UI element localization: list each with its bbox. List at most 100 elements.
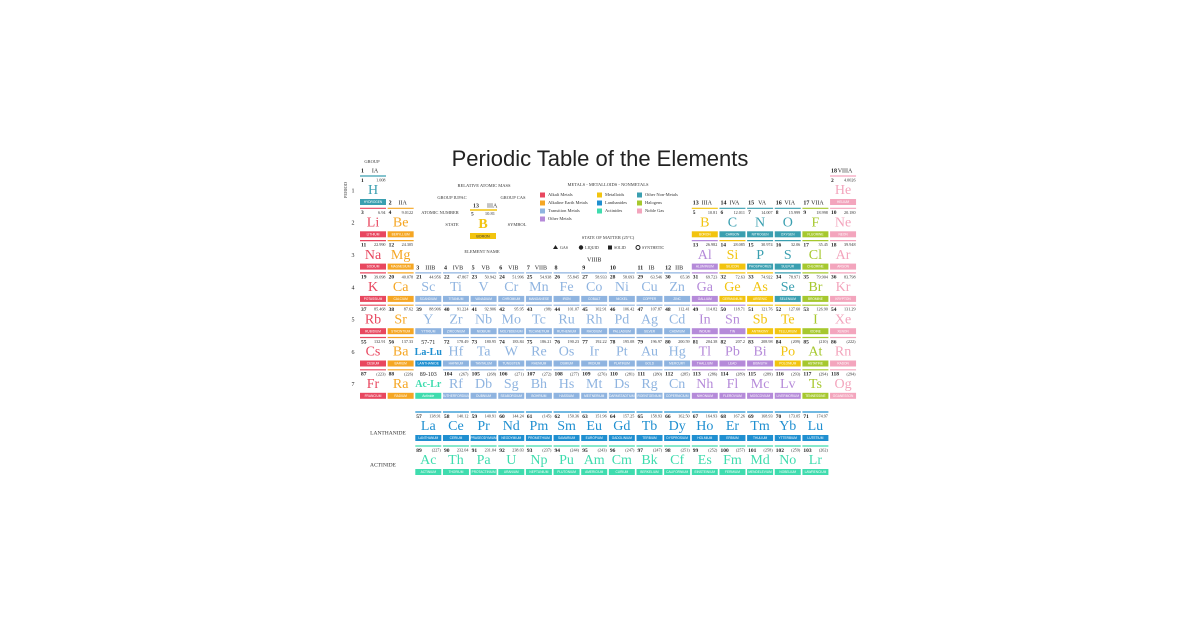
- symbol: Er: [726, 419, 740, 434]
- name-bar: [470, 469, 497, 475]
- element-name: POLONIUM: [779, 362, 796, 366]
- element-name: FERMIUM: [725, 470, 740, 474]
- symbol: Tc: [532, 312, 546, 327]
- element-name: MERCURY: [669, 362, 686, 366]
- name-bar: [498, 469, 525, 475]
- symbol: Sb: [753, 312, 768, 327]
- name-bar: [802, 263, 829, 270]
- symbol: Lv: [780, 377, 796, 392]
- atomic-mass: 78.971: [789, 274, 801, 279]
- period-number: 2: [352, 221, 355, 227]
- element-name: HAFNIUM: [449, 362, 464, 366]
- placeholder-range: 89-103: [420, 372, 437, 378]
- element-name: EINSTEINIUM: [695, 470, 716, 474]
- atomic-mass: 30.974: [761, 242, 773, 247]
- synthetic-icon: [635, 245, 641, 250]
- symbol: Ar: [836, 248, 851, 263]
- symbol: Ge: [724, 280, 740, 295]
- element-name: PALLADIUM: [613, 329, 631, 333]
- element-name: PLATINUM: [614, 362, 630, 366]
- name-bar: [691, 435, 718, 441]
- legend-label: Actinides: [605, 208, 622, 213]
- element-name: NEPTUNIUM: [529, 470, 548, 474]
- element-name: RHENIUM: [531, 362, 546, 366]
- symbol: Pb: [725, 345, 740, 360]
- element-name: ASTATINE: [808, 362, 823, 366]
- symbol: Mn: [529, 280, 548, 295]
- atomic-mass: (243): [598, 447, 608, 452]
- period-number: 1: [352, 188, 355, 194]
- element-name: THORIUM: [449, 470, 464, 474]
- symbol: Yb: [779, 419, 796, 434]
- name-bar: [664, 392, 691, 399]
- group-number: 15: [748, 201, 754, 207]
- atomic-number: 37: [361, 307, 367, 313]
- atomic-mass: 107.87: [650, 307, 662, 312]
- symbol: Y: [423, 312, 433, 327]
- name-bar: [581, 469, 608, 475]
- symbol: Ta: [477, 345, 492, 360]
- name-bar: [636, 360, 663, 367]
- group-cas: VIA: [784, 201, 795, 207]
- atomic-mass: 180.95: [485, 339, 497, 344]
- element-name: ZINC: [673, 297, 681, 301]
- symbol: Og: [834, 377, 851, 392]
- element-name: COPERNICIUM: [666, 394, 689, 398]
- atomic-mass: 51.996: [512, 274, 524, 279]
- symbol: V: [479, 280, 489, 295]
- name-bar: [387, 392, 414, 399]
- atomic-mass: (294): [819, 371, 829, 376]
- name-bar: [415, 295, 442, 302]
- element-name: SILICON: [726, 265, 739, 269]
- symbol: Bi: [753, 345, 766, 360]
- atomic-number: 45: [582, 307, 588, 313]
- element-name: MENDELEVIUM: [748, 470, 772, 474]
- name-bar: [553, 469, 580, 475]
- group-number: 5: [472, 265, 475, 271]
- atomic-number: 56: [389, 339, 395, 345]
- group-number: 8: [555, 265, 558, 271]
- atomic-mass: (222): [846, 339, 856, 344]
- symbol: Li: [367, 216, 380, 231]
- name-bar: [415, 392, 442, 399]
- symbol: Ra: [393, 377, 409, 392]
- key-name-bar: [470, 233, 496, 239]
- element-name: DARMSTADTIUM: [609, 394, 635, 398]
- group-number: 18: [831, 168, 837, 174]
- atomic-mass: 173.05: [789, 413, 801, 418]
- element-name: OXYGEN: [781, 232, 795, 236]
- symbol: Sm: [557, 419, 576, 434]
- atomic-mass: 192.22: [595, 339, 607, 344]
- element-name: ACTINIUM: [421, 470, 437, 474]
- atomic-mass: 138.91: [429, 413, 441, 418]
- key-label: GROUP IUPAC: [437, 195, 466, 200]
- atomic-number: 114: [720, 372, 728, 378]
- atomic-mass: 39.098: [374, 274, 386, 279]
- atomic-number: 68: [720, 414, 726, 420]
- name-bar: [581, 435, 608, 441]
- name-bar: [387, 263, 414, 270]
- atomic-number: 93: [527, 448, 533, 454]
- name-bar: [525, 295, 552, 302]
- name-bar: [774, 328, 801, 335]
- symbol: Ga: [697, 280, 714, 295]
- atomic-mass: (259): [791, 447, 801, 452]
- symbol: Ne: [835, 216, 851, 231]
- symbol: As: [752, 280, 768, 295]
- atomic-number: 76: [555, 339, 561, 345]
- symbol: Xe: [835, 312, 851, 327]
- name-bar: [360, 263, 386, 270]
- atomic-number: 66: [665, 414, 671, 420]
- atomic-mass: 85.468: [374, 307, 386, 312]
- group-number: 6: [499, 265, 502, 271]
- name-bar: [470, 295, 497, 302]
- name-bar: [664, 469, 691, 475]
- placeholder-symbol: La-Lu: [415, 347, 443, 358]
- atomic-number: 64: [610, 414, 616, 420]
- symbol: Eu: [586, 419, 602, 434]
- symbol: Sn: [725, 312, 740, 327]
- element-name: SAMARIUM: [558, 436, 576, 440]
- name-bar: [415, 360, 442, 367]
- element-name: ARSENIC: [753, 297, 768, 301]
